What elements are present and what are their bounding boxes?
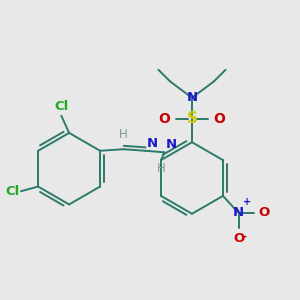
Text: O: O <box>159 112 170 126</box>
Text: S: S <box>187 111 197 126</box>
Text: O: O <box>214 112 225 126</box>
Text: H: H <box>119 128 128 140</box>
Text: N: N <box>233 206 244 220</box>
Text: -: - <box>243 232 247 242</box>
Text: Cl: Cl <box>54 100 68 113</box>
Text: N: N <box>166 138 177 152</box>
Text: Cl: Cl <box>5 185 20 198</box>
Text: +: + <box>243 197 251 207</box>
Text: H: H <box>157 162 166 175</box>
Text: O: O <box>233 232 244 245</box>
Text: N: N <box>146 137 158 150</box>
Text: O: O <box>258 206 269 220</box>
Text: N: N <box>186 91 198 104</box>
